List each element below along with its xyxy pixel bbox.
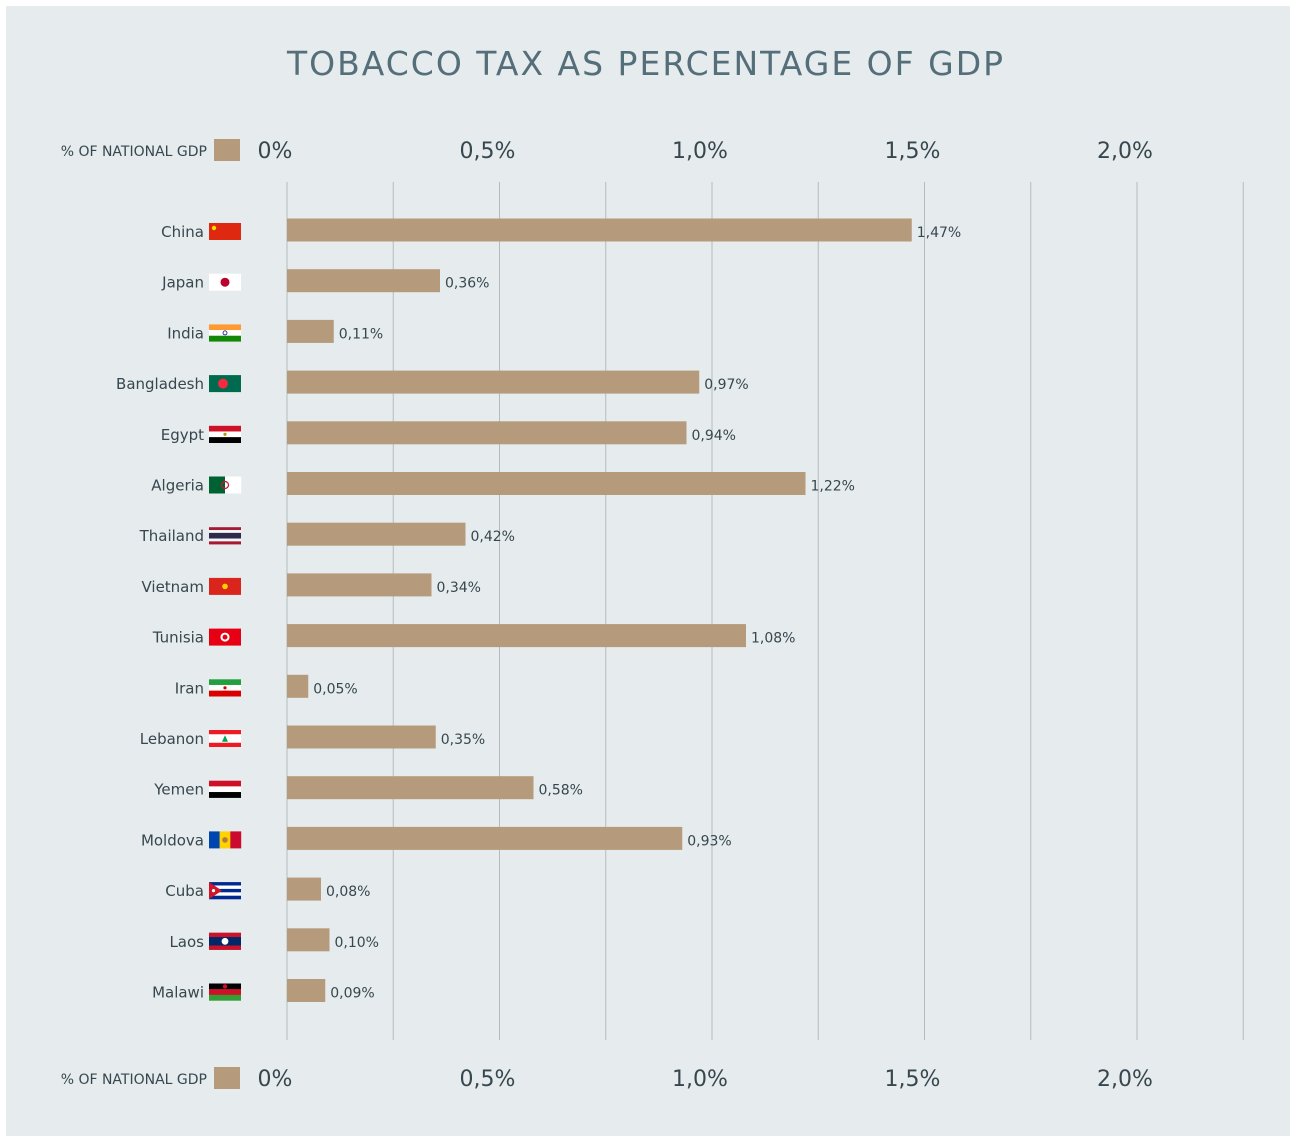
- category-label-china: China: [161, 223, 204, 241]
- thailand-flag-icon: [209, 527, 241, 545]
- category-label-iran: Iran: [175, 679, 204, 697]
- lebanon-flag-icon: [209, 730, 241, 747]
- category-label-tunisia: Tunisia: [152, 629, 204, 647]
- cuba-flag-icon: [209, 882, 241, 900]
- bar-moldova: [287, 826, 683, 850]
- category-label-india: India: [167, 324, 204, 342]
- category-label-japan: Japan: [161, 274, 204, 292]
- bar-india: [287, 319, 334, 343]
- bar-bangladesh: [287, 370, 700, 394]
- category-label-laos: Laos: [169, 933, 204, 951]
- china-flag-icon: [209, 223, 241, 240]
- bottom-tick-label: 0,5%: [460, 1067, 516, 1092]
- bar-algeria: [287, 472, 806, 495]
- value-label-japan: 0,36%: [445, 276, 489, 292]
- top-legend-label: % OF NATIONAL GDP: [61, 144, 207, 160]
- value-label-tunisia: 1,08%: [751, 631, 795, 647]
- bar-tunisia: [287, 624, 746, 648]
- japan-flag-icon: [209, 273, 241, 291]
- value-label-laos: 0,10%: [335, 935, 379, 951]
- category-label-vietnam: Vietnam: [141, 578, 204, 596]
- laos-flag-icon: [209, 932, 241, 950]
- value-label-bangladesh: 0,97%: [704, 377, 748, 393]
- category-label-egypt: Egypt: [161, 426, 204, 444]
- chart-title: TOBACCO TAX AS PERCENTAGE OF GDP: [286, 44, 1006, 83]
- bar-china: [287, 218, 912, 242]
- iran-flag-icon: [209, 679, 241, 697]
- bar-malawi: [287, 979, 326, 1002]
- bottom-tick-label: 1,0%: [672, 1067, 728, 1092]
- top-legend-swatch: [214, 139, 240, 161]
- india-flag-icon: [209, 324, 241, 342]
- algeria-flag-icon: [209, 476, 242, 494]
- bottom-legend-label: % OF NATIONAL GDP: [61, 1072, 207, 1088]
- bar-yemen: [287, 776, 534, 800]
- value-label-cuba: 0,08%: [326, 884, 370, 900]
- yemen-flag-icon: [209, 780, 241, 798]
- malawi-flag-icon: [209, 983, 241, 1001]
- bar-egypt: [287, 421, 687, 445]
- value-label-egypt: 0,94%: [692, 428, 736, 444]
- top-tick-label: 0,5%: [460, 139, 516, 164]
- bottom-tick-label: 2,0%: [1097, 1067, 1153, 1092]
- tunisia-flag-icon: [209, 628, 241, 646]
- category-label-bangladesh: Bangladesh: [116, 375, 204, 393]
- value-label-india: 0,11%: [339, 326, 383, 342]
- value-label-vietnam: 0,34%: [437, 580, 481, 596]
- category-label-yemen: Yemen: [153, 781, 204, 799]
- value-label-china: 1,47%: [917, 225, 961, 241]
- bar-japan: [287, 269, 440, 293]
- category-label-thailand: Thailand: [139, 527, 204, 545]
- value-label-thailand: 0,42%: [471, 529, 515, 545]
- bar-iran: [287, 674, 309, 698]
- category-label-algeria: Algeria: [151, 477, 204, 495]
- value-label-malawi: 0,09%: [330, 986, 374, 1002]
- top-tick-label: 1,5%: [885, 139, 941, 164]
- vietnam-flag-icon: [209, 577, 241, 595]
- value-label-yemen: 0,58%: [539, 783, 583, 799]
- value-label-lebanon: 0,35%: [441, 732, 485, 748]
- category-label-moldova: Moldova: [141, 831, 204, 849]
- bar-vietnam: [287, 573, 432, 597]
- bar-cuba: [287, 877, 321, 901]
- moldova-flag-icon: [209, 831, 242, 849]
- top-tick-label: 1,0%: [672, 139, 728, 164]
- value-label-iran: 0,05%: [313, 681, 357, 697]
- top-tick-label: 2,0%: [1097, 139, 1153, 164]
- egypt-flag-icon: [209, 425, 241, 443]
- bar-lebanon: [287, 725, 436, 749]
- category-label-cuba: Cuba: [165, 882, 204, 900]
- bar-thailand: [287, 522, 466, 546]
- category-label-lebanon: Lebanon: [140, 730, 204, 748]
- bottom-tick-label: 0%: [258, 1067, 293, 1092]
- top-tick-label: 0%: [258, 139, 293, 164]
- bottom-legend-swatch: [214, 1067, 240, 1089]
- value-label-moldova: 0,93%: [687, 833, 731, 849]
- value-label-algeria: 1,22%: [811, 479, 855, 495]
- bar-laos: [287, 928, 330, 952]
- bangladesh-flag-icon: [209, 375, 241, 393]
- bottom-tick-label: 1,5%: [885, 1067, 941, 1092]
- category-label-malawi: Malawi: [152, 984, 204, 1002]
